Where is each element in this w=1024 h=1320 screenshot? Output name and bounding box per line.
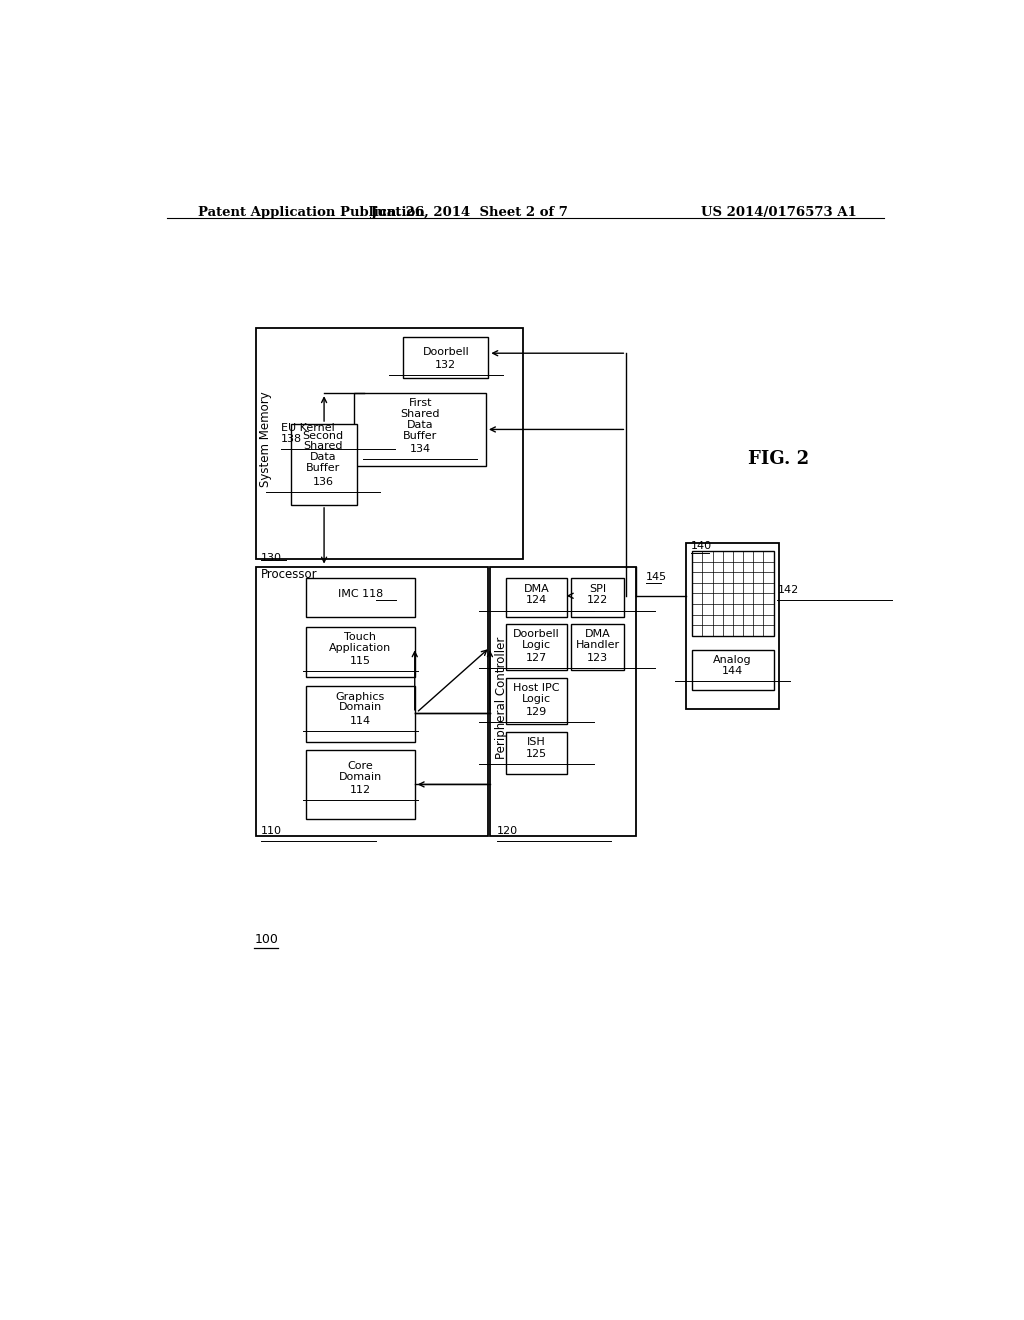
Text: 130: 130 — [261, 553, 283, 562]
Bar — [692, 552, 773, 636]
Text: Doorbell: Doorbell — [422, 347, 469, 358]
Text: 100: 100 — [254, 933, 279, 946]
Bar — [306, 750, 415, 818]
Text: Peripheral Controller: Peripheral Controller — [496, 636, 508, 759]
Text: 115: 115 — [350, 656, 371, 667]
Text: 123: 123 — [587, 653, 608, 663]
Bar — [686, 544, 779, 709]
Text: Core: Core — [347, 760, 374, 771]
Text: Jun. 26, 2014  Sheet 2 of 7: Jun. 26, 2014 Sheet 2 of 7 — [371, 206, 567, 219]
Text: 124: 124 — [525, 595, 547, 606]
Bar — [306, 627, 415, 677]
Bar — [489, 566, 636, 836]
Text: Domain: Domain — [339, 702, 382, 713]
Text: Patent Application Publication: Patent Application Publication — [198, 206, 425, 219]
Text: DMA: DMA — [523, 583, 549, 594]
Text: Buffer: Buffer — [306, 463, 340, 473]
Bar — [403, 337, 488, 378]
Bar — [291, 424, 356, 506]
Text: SPI: SPI — [589, 583, 606, 594]
Text: First: First — [409, 399, 432, 408]
Text: Domain: Domain — [339, 772, 382, 781]
Text: 136: 136 — [312, 477, 334, 487]
Bar — [506, 578, 566, 616]
Text: Data: Data — [407, 420, 433, 430]
Bar — [506, 678, 566, 725]
Text: Logic: Logic — [522, 640, 551, 649]
Text: Host IPC: Host IPC — [513, 684, 560, 693]
Text: Processor: Processor — [261, 568, 317, 581]
Text: FIG. 2: FIG. 2 — [749, 450, 810, 467]
Text: EU Kernel: EU Kernel — [281, 422, 335, 433]
Bar — [256, 327, 523, 558]
Text: 114: 114 — [350, 715, 371, 726]
Text: 142: 142 — [777, 585, 799, 594]
Bar — [306, 578, 415, 616]
Text: Doorbell: Doorbell — [513, 630, 560, 639]
Text: 138: 138 — [281, 434, 302, 444]
Bar — [692, 649, 773, 689]
Text: Buffer: Buffer — [403, 430, 437, 441]
Text: US 2014/0176573 A1: US 2014/0176573 A1 — [700, 206, 856, 219]
Text: Graphics: Graphics — [336, 692, 385, 702]
Text: 127: 127 — [525, 653, 547, 663]
Text: 132: 132 — [435, 360, 457, 370]
Text: Analog: Analog — [713, 656, 752, 665]
Text: Second: Second — [303, 430, 344, 441]
Text: ISH: ISH — [527, 737, 546, 747]
Text: 134: 134 — [410, 444, 431, 454]
Text: DMA: DMA — [585, 630, 610, 639]
Bar — [571, 578, 624, 616]
Text: 129: 129 — [525, 708, 547, 717]
Bar — [256, 566, 488, 836]
Text: Handler: Handler — [575, 640, 620, 649]
Text: System Memory: System Memory — [259, 392, 272, 487]
Bar — [306, 686, 415, 742]
Text: Shared: Shared — [400, 409, 440, 418]
Text: 145: 145 — [646, 572, 667, 582]
Text: 144: 144 — [722, 667, 743, 676]
Text: 125: 125 — [526, 748, 547, 759]
Text: 140: 140 — [690, 541, 712, 550]
Text: 110: 110 — [261, 825, 283, 836]
Bar — [354, 393, 486, 466]
Text: Logic: Logic — [522, 694, 551, 704]
Text: Touch: Touch — [344, 632, 377, 643]
Bar — [571, 624, 624, 671]
Text: 112: 112 — [350, 785, 371, 795]
Bar — [506, 733, 566, 775]
Bar — [506, 624, 566, 671]
Text: 122: 122 — [587, 595, 608, 606]
Text: Shared: Shared — [303, 441, 343, 451]
Text: 120: 120 — [497, 825, 518, 836]
Text: IMC 118: IMC 118 — [338, 589, 383, 599]
Text: Application: Application — [330, 643, 391, 653]
Text: Data: Data — [310, 453, 337, 462]
